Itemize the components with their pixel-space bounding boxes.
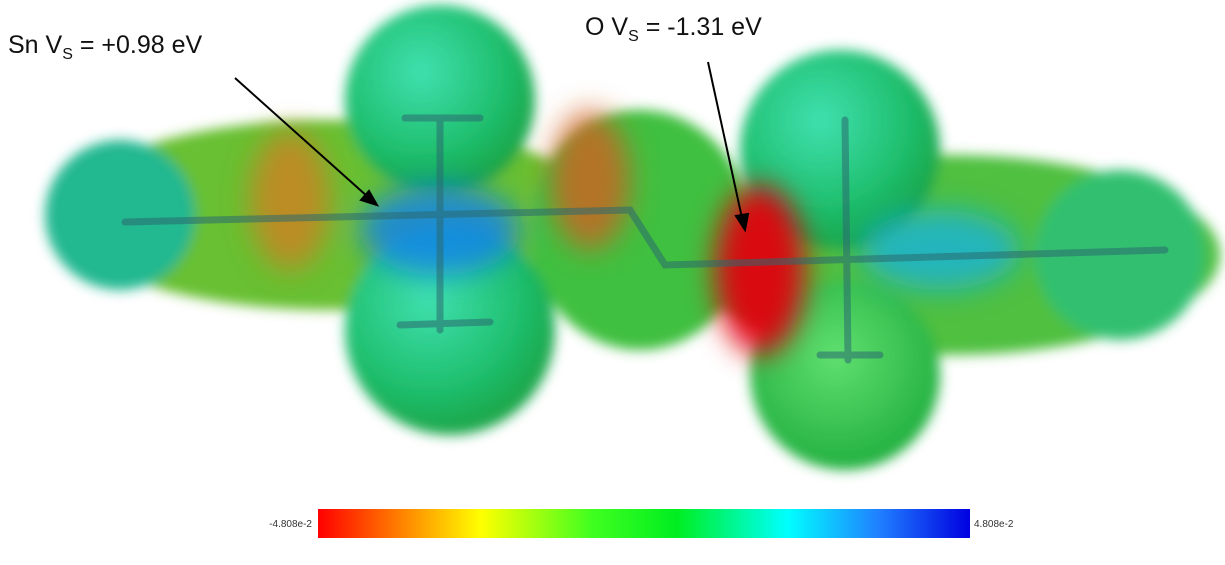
- annotation-subscript: S: [628, 28, 639, 45]
- colorbar-min-label: -4.808e-2: [269, 519, 312, 530]
- colorbar-max-label: 4.808e-2: [974, 519, 1014, 530]
- surface-lobe: [45, 140, 195, 290]
- annotation: O VS = -1.31 eV: [585, 13, 762, 45]
- annotation-value: = +0.98 eV: [73, 31, 203, 59]
- annotation-label: Sn V: [8, 31, 63, 59]
- annotation-subscript: S: [62, 46, 73, 63]
- positive-region: [550, 110, 630, 250]
- blue-region: [860, 210, 1020, 290]
- molecule-surface: [45, 5, 1220, 470]
- figure: Sn VS = +0.98 eV O VS = -1.31 eV -4.808e…: [0, 0, 1225, 565]
- page: {"annotations": [ {"label": "Sn V", "sub…: [0, 0, 1225, 565]
- annotation-label: O V: [585, 13, 628, 41]
- negative-region: [715, 185, 805, 355]
- colorbar: [318, 509, 970, 538]
- annotation-value: = -1.31 eV: [639, 13, 762, 41]
- annotation: Sn VS = +0.98 eV: [8, 31, 202, 63]
